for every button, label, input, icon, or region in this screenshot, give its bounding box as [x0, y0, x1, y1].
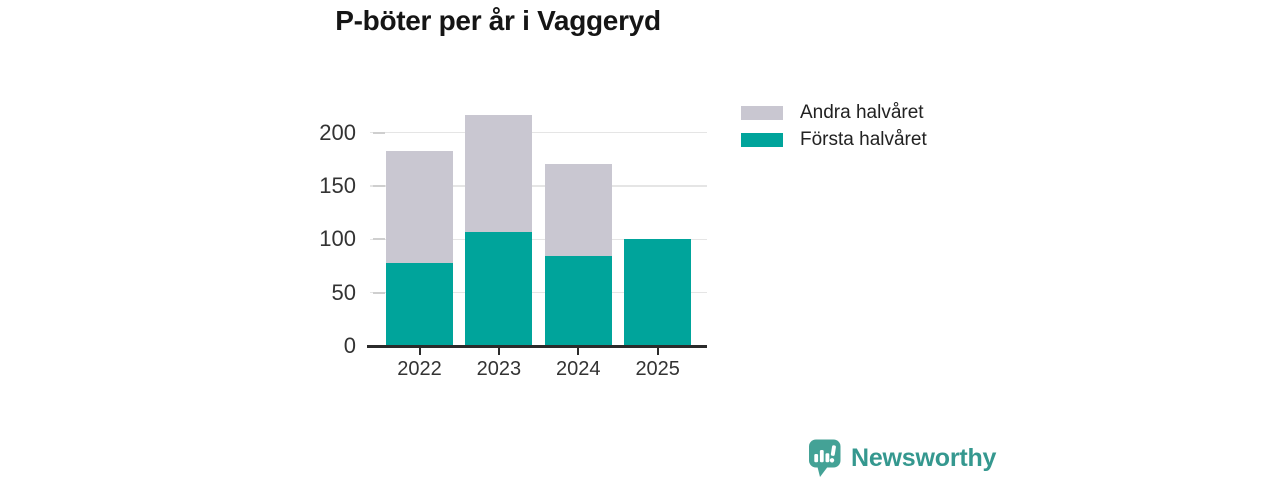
x-label-2025: 2025 — [635, 358, 680, 380]
legend-label: Andra halvåret — [800, 101, 924, 123]
y-tick-100 — [373, 238, 385, 241]
bar-2024-f-rsta-halv-ret[interactable] — [544, 256, 612, 346]
y-tick-label-200: 200 — [319, 119, 356, 145]
x-axis-line — [367, 345, 707, 348]
bar-2023-andra-halv-ret[interactable] — [465, 114, 533, 232]
legend-item-andra-halvaret: Andra halvåret — [741, 99, 927, 126]
y-tick-label-100: 100 — [319, 226, 356, 252]
y-tick-label-0: 0 — [343, 333, 356, 358]
newsworthy-wordmark: Newsworthy — [851, 444, 997, 472]
x-label-2023: 2023 — [476, 358, 522, 380]
x-tick-2022 — [418, 347, 421, 355]
bar-2022-andra-halv-ret[interactable] — [386, 150, 453, 263]
x-tick-2025 — [656, 347, 659, 355]
x-tick-2023 — [497, 347, 500, 355]
y-tick-label-150: 150 — [319, 173, 356, 199]
bar-2024-andra-halv-ret[interactable] — [544, 163, 612, 257]
legend-item-forsta-halvaret: Första halvåret — [741, 126, 927, 153]
legend-swatch-forsta-halvaret — [741, 132, 783, 147]
bar-2022-f-rsta-halv-ret[interactable] — [386, 262, 453, 346]
bar-2025-f-rsta-halv-ret[interactable] — [624, 239, 692, 346]
legend-label: Första halvåret — [800, 128, 927, 150]
legend-swatch-andra-halvaret — [741, 105, 783, 120]
gridline-y-100 — [370, 238, 707, 241]
gridline-y-150 — [370, 185, 707, 187]
y-tick-200 — [373, 131, 385, 134]
x-tick-2024 — [577, 347, 580, 355]
newsworthy-logo[interactable]: Newsworthy — [808, 439, 996, 477]
y-tick-label-50: 50 — [331, 279, 356, 305]
chart-title: P-böter per år i Vaggeryd — [335, 5, 661, 36]
bar-2023-f-rsta-halv-ret[interactable] — [465, 231, 533, 346]
x-label-2022: 2022 — [397, 358, 442, 380]
legend: Andra halvåret Första halvåret — [741, 99, 927, 153]
y-tick-150 — [373, 185, 385, 188]
newsworthy-bubble-chart-icon — [809, 439, 841, 477]
y-tick-50 — [373, 291, 385, 294]
gridline-y-50 — [370, 291, 707, 294]
gridline-y-200 — [370, 131, 707, 134]
x-label-2024: 2024 — [556, 358, 601, 380]
